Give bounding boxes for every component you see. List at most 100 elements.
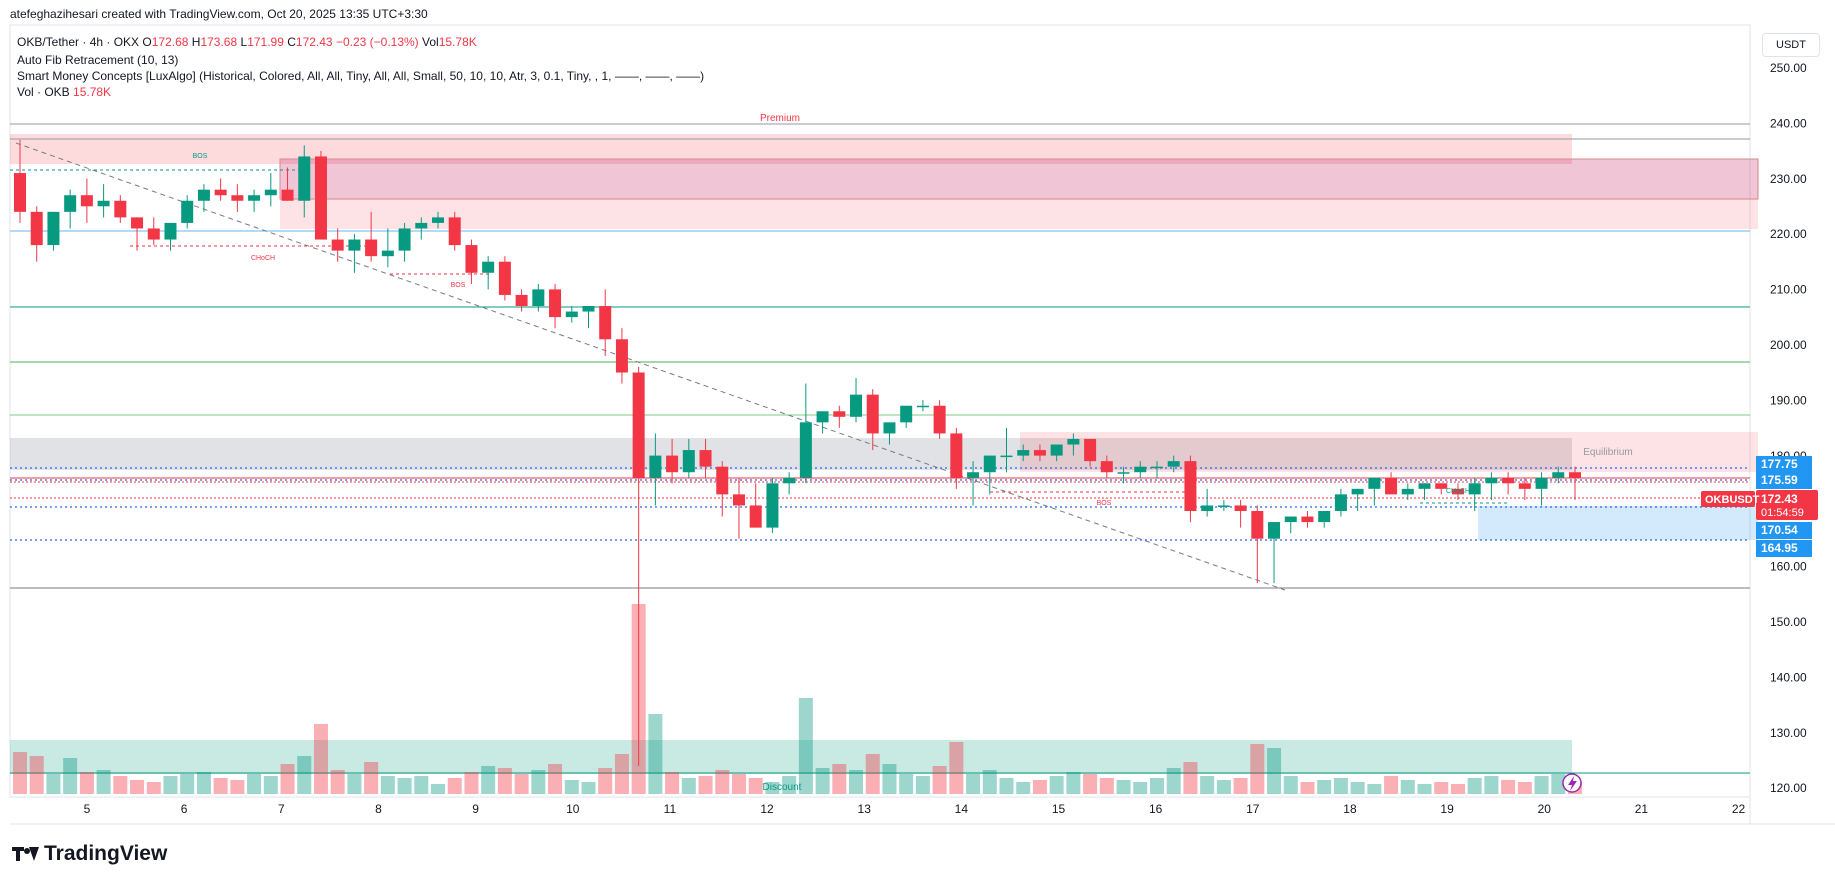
volume-bar <box>1267 748 1282 794</box>
tradingview-brand: TradingView <box>12 842 167 866</box>
x-tick-label: 20 <box>1538 802 1552 816</box>
symbol-tag-label: OKBUSDT <box>1705 494 1760 506</box>
candle-body <box>197 189 210 201</box>
candle-body <box>1368 477 1381 489</box>
indicator-volume[interactable]: Vol · OKB 15.78K <box>17 85 111 99</box>
volume-bar <box>748 778 763 794</box>
volume-bar <box>79 772 94 794</box>
candle-body <box>14 173 26 212</box>
vol-value: 15.78K <box>438 35 477 49</box>
candle-body <box>933 405 946 434</box>
candle-body <box>682 450 695 473</box>
volume-bar <box>380 776 395 794</box>
volume-bar <box>230 780 245 794</box>
candle-body <box>64 195 77 212</box>
x-tick-label: 6 <box>181 802 188 816</box>
candle-body <box>1184 461 1197 511</box>
y-tick-label: 250.00 <box>1770 61 1807 75</box>
candle-body <box>1468 483 1481 495</box>
volume-bar <box>1450 784 1465 794</box>
equilibrium-zone <box>10 438 1572 470</box>
volume-bar <box>1400 780 1415 794</box>
candle-body <box>799 422 812 478</box>
candle-body <box>666 455 679 473</box>
candle-body <box>248 195 261 201</box>
volume-bar <box>1517 782 1532 794</box>
x-tick-label: 16 <box>1149 802 1163 816</box>
symbol-name: OKB/Tether · 4h · OKX <box>17 35 140 49</box>
volume-bar <box>397 778 412 794</box>
x-tick-label: 18 <box>1343 802 1357 816</box>
candle-body <box>47 211 60 246</box>
vol-label: Vol <box>422 35 439 49</box>
volume-bar <box>715 770 730 794</box>
x-tick-label: 14 <box>955 802 969 816</box>
indicator-smc[interactable]: Smart Money Concepts [LuxAlgo] (Historic… <box>17 69 705 83</box>
volume-bar <box>731 774 746 794</box>
discount-zone <box>10 740 1572 774</box>
volume-bar <box>1083 774 1098 794</box>
brand-name: TradingView <box>44 842 168 865</box>
volume-bar <box>915 776 930 794</box>
x-tick-label: 7 <box>278 802 285 816</box>
price-level-tag <box>1756 522 1812 539</box>
last-price-tag <box>1756 490 1818 520</box>
y-tick-label: 200.00 <box>1770 338 1807 352</box>
low-value: 171.99 <box>247 35 284 49</box>
supply-zone-lower <box>280 199 1758 229</box>
volume-bar <box>598 768 613 794</box>
candle-body <box>1301 516 1314 523</box>
candle-body <box>582 306 595 312</box>
last-price-value: 172.43 <box>1761 492 1798 506</box>
candle-body <box>716 466 729 495</box>
candle-body <box>515 294 528 307</box>
volume-bar <box>1350 782 1365 794</box>
volume-bar <box>798 698 813 794</box>
candle-body <box>766 483 779 528</box>
candle-body <box>1569 472 1581 478</box>
indicator-fib[interactable]: Auto Fib Retracement (10, 13) <box>17 53 179 67</box>
x-tick-label: 17 <box>1246 802 1260 816</box>
candle-body <box>1150 466 1163 469</box>
volume-bar <box>1216 780 1231 794</box>
open-label: O <box>142 35 152 49</box>
candle-body <box>1100 461 1113 473</box>
volume-bar <box>1116 780 1131 794</box>
x-tick-label: 11 <box>664 802 677 816</box>
change-value: −0.23 (−0.13%) <box>335 35 419 49</box>
candle-body <box>1502 477 1515 484</box>
symbol-legend: OKB/Tether · 4h · OKX O172.68 H173.68 L1… <box>17 35 477 49</box>
volume-bar <box>481 766 496 794</box>
volume-bar <box>514 774 529 794</box>
volume-bar <box>982 770 997 794</box>
volume-bar <box>1467 778 1482 794</box>
candle-body <box>1000 455 1013 458</box>
symbol-tag <box>1701 491 1755 507</box>
volume-bar <box>313 724 328 794</box>
volume-bar <box>1484 776 1499 794</box>
candle-body <box>916 405 929 408</box>
candle-body <box>950 433 963 478</box>
demand-zone <box>1478 506 1758 540</box>
volume-bar <box>180 774 195 794</box>
volume-bar <box>330 770 345 794</box>
price-level-value: 175.59 <box>1761 473 1798 487</box>
volume-bar <box>364 762 379 794</box>
candle-body <box>883 422 896 434</box>
y-tick-label: 160.00 <box>1770 560 1807 574</box>
open-value: 172.68 <box>151 35 189 49</box>
x-tick-label: 22 <box>1732 802 1746 816</box>
currency-button[interactable]: USDT <box>1762 33 1820 57</box>
volume-bar <box>564 780 579 794</box>
volume-bar <box>1183 762 1198 794</box>
candle-body <box>565 311 578 318</box>
close-value: 172.43 <box>295 35 333 49</box>
candle-body <box>415 222 428 229</box>
y-tick-label: 240.00 <box>1770 116 1807 130</box>
volume-bar <box>614 754 629 794</box>
volume-bar <box>1200 776 1215 794</box>
candle-body <box>816 411 829 423</box>
volume-bar <box>1367 784 1382 794</box>
equilibrium-supply-zone <box>1020 432 1758 472</box>
